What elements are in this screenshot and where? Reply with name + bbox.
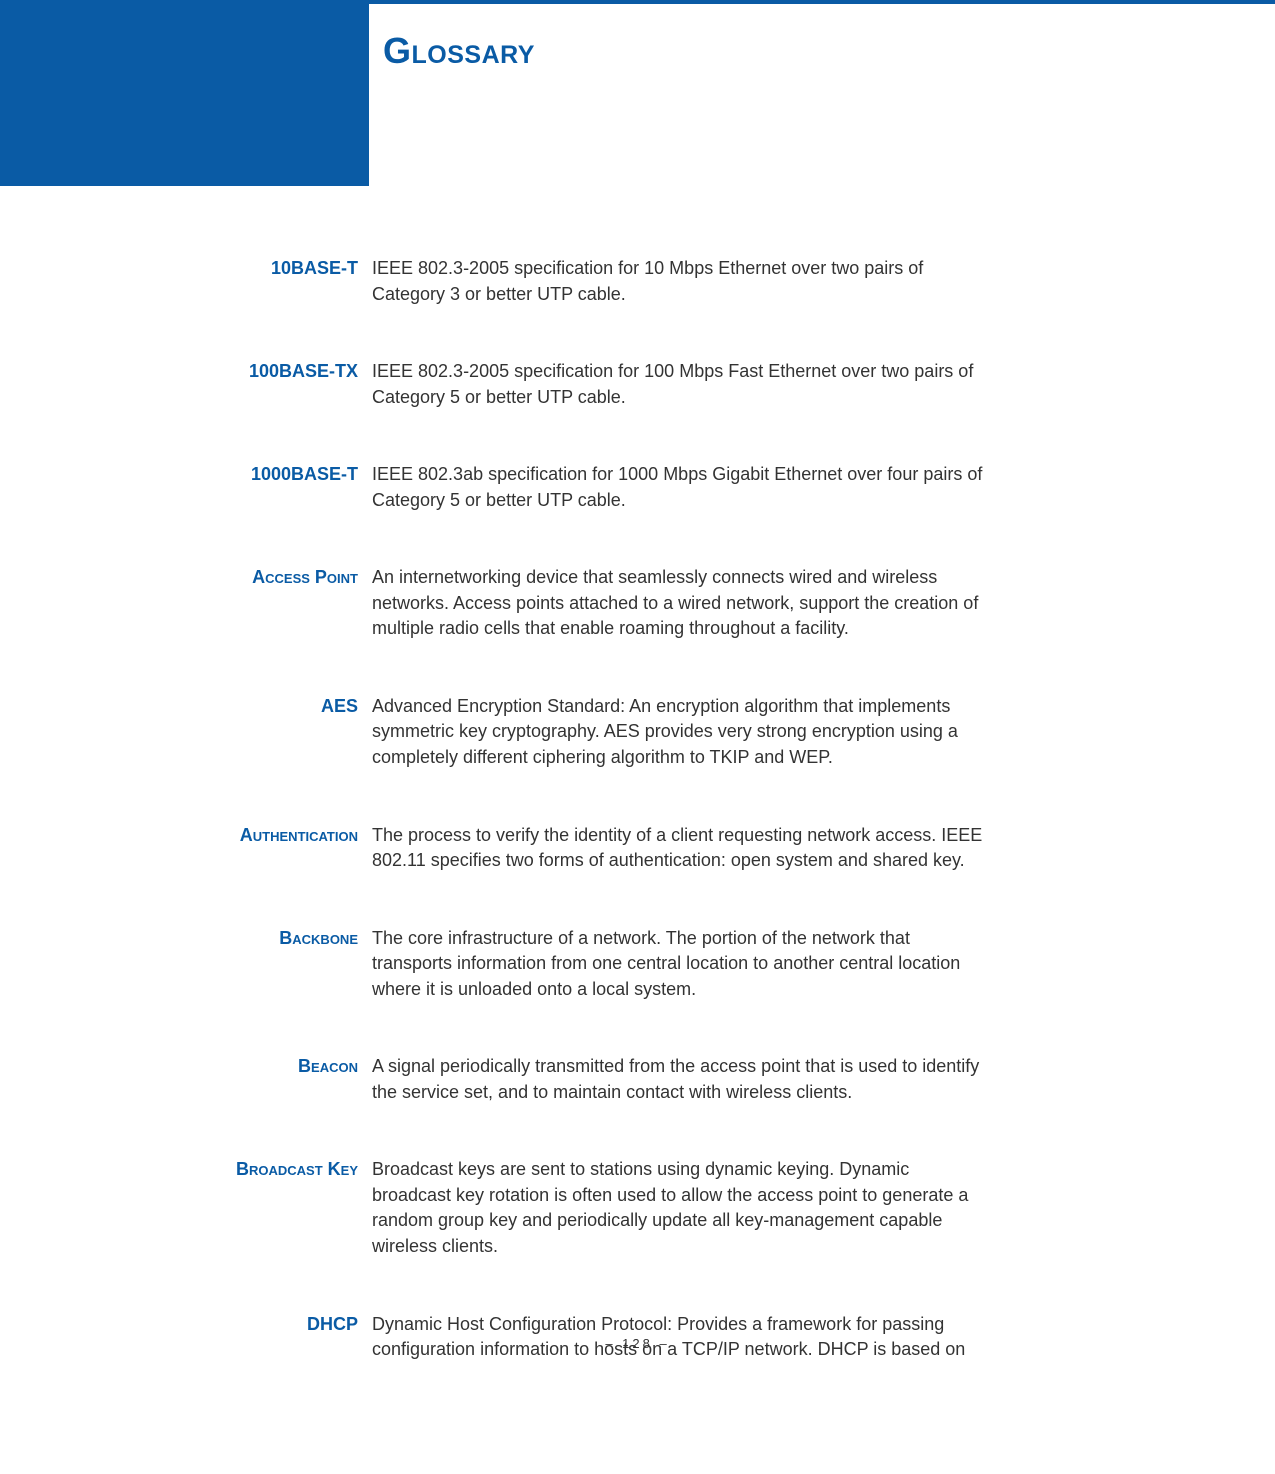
glossary-term: DHCP xyxy=(60,1312,372,1337)
glossary-definition: An internetworking device that seamlessl… xyxy=(372,565,992,642)
glossary-entry: Broadcast Key Broadcast keys are sent to… xyxy=(60,1157,1215,1259)
glossary-term: 100BASE-TX xyxy=(60,359,372,384)
header-accent-block xyxy=(0,4,369,186)
glossary-body: 10BASE-T IEEE 802.3-2005 specification f… xyxy=(0,186,1275,1363)
header-band: Glossary xyxy=(0,4,1275,186)
glossary-definition: The core infrastructure of a network. Th… xyxy=(372,926,992,1003)
glossary-term: Authentication xyxy=(60,823,372,848)
glossary-entry: Authentication The process to verify the… xyxy=(60,823,1215,874)
glossary-entry: Access Point An internetworking device t… xyxy=(60,565,1215,642)
glossary-entry: Beacon A signal periodically transmitted… xyxy=(60,1054,1215,1105)
glossary-term: Beacon xyxy=(60,1054,372,1079)
glossary-entry: 10BASE-T IEEE 802.3-2005 specification f… xyxy=(60,256,1215,307)
glossary-definition: A signal periodically transmitted from t… xyxy=(372,1054,992,1105)
glossary-entry: Backbone The core infrastructure of a ne… xyxy=(60,926,1215,1003)
glossary-definition: IEEE 802.3-2005 specification for 10 Mbp… xyxy=(372,256,992,307)
glossary-definition: Broadcast keys are sent to stations usin… xyxy=(372,1157,992,1259)
page-title: Glossary xyxy=(383,30,1275,72)
glossary-term: 10BASE-T xyxy=(60,256,372,281)
glossary-entry: 1000BASE-T IEEE 802.3ab specification fo… xyxy=(60,462,1215,513)
glossary-entry: 100BASE-TX IEEE 802.3-2005 specification… xyxy=(60,359,1215,410)
glossary-entry: AES Advanced Encryption Standard: An enc… xyxy=(60,694,1215,771)
glossary-definition: IEEE 802.3ab specification for 1000 Mbps… xyxy=(372,462,992,513)
glossary-term: 1000BASE-T xyxy=(60,462,372,487)
glossary-term: Broadcast Key xyxy=(60,1157,372,1182)
glossary-definition: Advanced Encryption Standard: An encrypt… xyxy=(372,694,992,771)
glossary-term: Access Point xyxy=(60,565,372,590)
header-title-area: Glossary xyxy=(369,4,1275,186)
page-number: – 128 – xyxy=(0,1336,1275,1351)
glossary-definition: IEEE 802.3-2005 specification for 100 Mb… xyxy=(372,359,992,410)
glossary-term: Backbone xyxy=(60,926,372,951)
glossary-definition: The process to verify the identity of a … xyxy=(372,823,992,874)
glossary-term: AES xyxy=(60,694,372,719)
